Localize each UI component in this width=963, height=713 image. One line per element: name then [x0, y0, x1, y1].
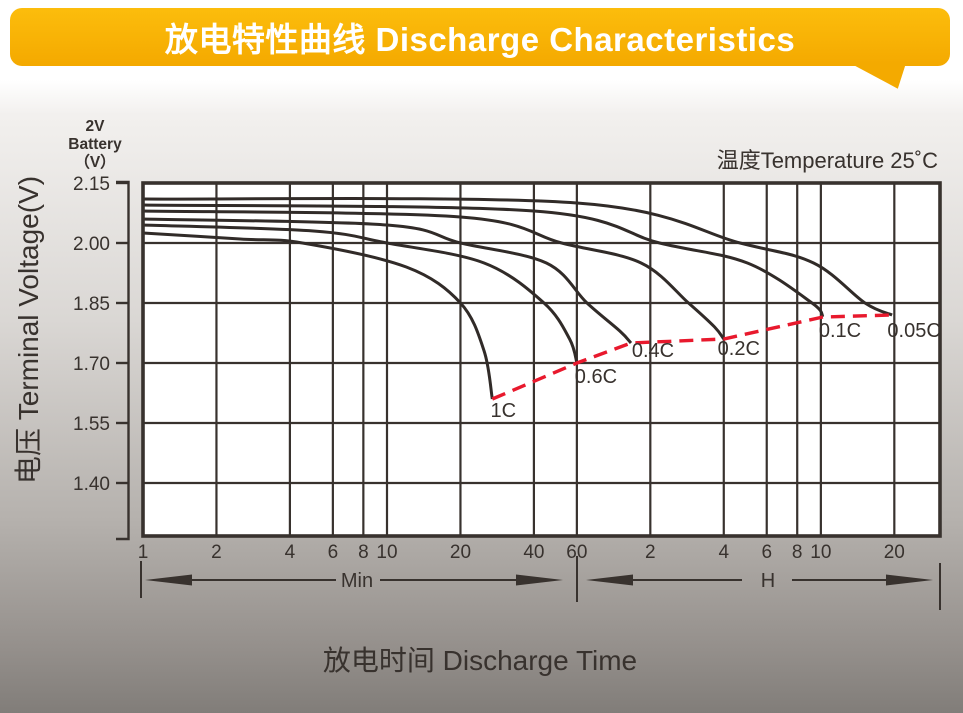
y-tick-label: 1.85: [73, 294, 110, 315]
y-axis-title: 电压 Terminal Voltage(V): [13, 176, 44, 484]
y-tick-label: 2.15: [73, 174, 110, 195]
x-tick-label: 40: [523, 542, 544, 563]
battery-unit-label-line3: （V）: [74, 153, 115, 171]
curve-rate-labels: 0.05C 0.1C 0.2C 0.4C 0.6C 1C: [491, 320, 941, 422]
x-tick-label: 10: [376, 542, 397, 563]
x-tick-label: 2: [645, 542, 656, 563]
y-tick-label: 1.70: [73, 354, 110, 375]
rate-label-0.6C: 0.6C: [575, 366, 617, 388]
rate-label-1C: 1C: [491, 400, 517, 422]
page-title: 放电特性曲线 Discharge Characteristics: [164, 21, 796, 58]
rate-label-0.4C: 0.4C: [632, 340, 674, 362]
min-arrowhead-left: [145, 574, 192, 586]
x-tick-label: 4: [285, 542, 296, 563]
curve-0.4C: [142, 217, 633, 345]
x-tick-label: 10: [810, 542, 831, 563]
y-axis-bracket: [116, 180, 130, 541]
temperature-annotation: 温度Temperature 25˚C: [717, 148, 938, 173]
y-axis-tick-labels: 2.15 2.00 1.85 1.70 1.55 1.40: [73, 174, 110, 495]
curve-1C: [142, 231, 494, 400]
x-tick-label: 2: [211, 542, 222, 563]
y-tick-label: 1.40: [73, 474, 110, 495]
curve-0.05C: [142, 197, 893, 317]
x-tick-label: 4: [718, 542, 729, 563]
battery-unit-label-line2: Battery: [68, 136, 122, 153]
rate-label-0.1C: 0.1C: [819, 320, 861, 342]
discharge-curves: [142, 197, 893, 400]
x-tick-label: 8: [358, 542, 369, 563]
minutes-range-label: Min: [341, 570, 373, 592]
plot-background: [143, 183, 940, 536]
x-tick-label: 6: [761, 542, 772, 563]
curve-0.2C: [142, 209, 726, 340]
curve-0.6C: [142, 223, 579, 364]
hours-range-label: H: [761, 570, 775, 592]
rate-label-0.2C: 0.2C: [718, 338, 760, 360]
curve-0.1C: [142, 203, 825, 318]
cutoff-dashed-line: [491, 313, 893, 401]
y-axis-bracket-line: [116, 180, 130, 541]
time-range-arrows: [140, 556, 941, 610]
x-tick-label: 60: [566, 542, 587, 563]
x-tick-label: 6: [328, 542, 339, 563]
cutoff-voltage-line: [491, 313, 893, 401]
y-tick-label: 1.55: [73, 414, 110, 435]
x-tick-label: 8: [792, 542, 803, 563]
h-arrowhead-right: [886, 574, 933, 586]
plot-border: [141, 181, 942, 538]
h-arrowhead-left: [586, 574, 633, 586]
x-axis-tick-labels: 1 2 4 6 8 10 20 40 60 2 4 6 8 10 20: [138, 542, 905, 563]
x-tick-label: 1: [138, 542, 149, 563]
battery-unit-label-line1: 2V: [86, 118, 106, 135]
title-banner: 放电特性曲线 Discharge Characteristics: [10, 8, 950, 66]
grid-lines: [143, 183, 940, 536]
min-arrowhead-right: [516, 574, 563, 586]
x-axis-title: 放电时间 Discharge Time: [323, 645, 637, 676]
x-tick-label: 20: [450, 542, 471, 563]
y-tick-label: 2.00: [73, 234, 110, 255]
x-tick-label: 20: [884, 542, 905, 563]
rate-label-0.05C: 0.05C: [887, 320, 940, 342]
